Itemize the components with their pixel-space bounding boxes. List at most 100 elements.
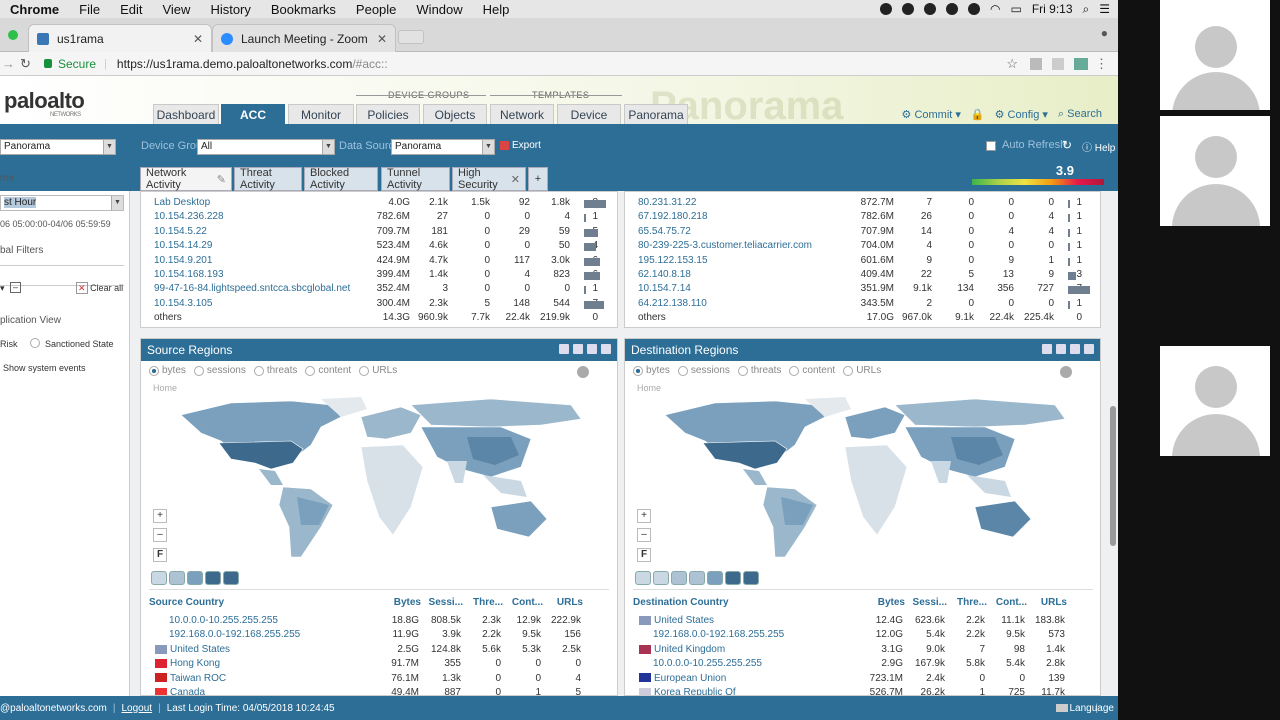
row-name[interactable]: 67.192.180.218 bbox=[638, 211, 708, 223]
source-world-map[interactable] bbox=[171, 397, 591, 567]
row-name[interactable]: 80-239-225-3.customer.teliacarrier.com bbox=[638, 240, 812, 252]
globe-icon[interactable] bbox=[1060, 366, 1072, 378]
row-name[interactable]: 10.154.7.14 bbox=[638, 283, 691, 295]
lock-icon[interactable]: 🔒 bbox=[970, 109, 985, 121]
menu-people[interactable]: People bbox=[355, 1, 397, 17]
country-row-name[interactable]: European Union bbox=[639, 673, 726, 684]
row-name[interactable]: 99-47-16-84.lightspeed.sntcca.sbcglobal.… bbox=[154, 283, 351, 295]
tab-acc[interactable]: ACC bbox=[221, 104, 285, 124]
table-row[interactable]: others 14.3G 960.9k 7.7k 22.4k 219.9k 0 bbox=[154, 312, 614, 326]
radio-urls[interactable]: URLs bbox=[843, 365, 881, 376]
row-name[interactable]: 80.231.31.22 bbox=[638, 197, 697, 208]
edit-icon[interactable]: ✎ bbox=[216, 173, 226, 186]
radio-bytes[interactable]: bytes bbox=[633, 365, 670, 376]
device-group-select[interactable]: All ▼ bbox=[197, 139, 335, 155]
row-name[interactable]: 10.154.9.201 bbox=[154, 254, 213, 266]
country-row-name[interactable]: Taiwan ROC bbox=[155, 673, 226, 684]
auto-refresh-checkbox[interactable] bbox=[986, 141, 996, 151]
url-field[interactable]: https://us1rama.demo.paloaltonetworks.co… bbox=[117, 57, 388, 71]
menu-file[interactable]: File bbox=[79, 1, 101, 17]
column-header-country[interactable]: Source Country bbox=[149, 597, 225, 608]
radio-content[interactable]: content bbox=[789, 365, 835, 376]
fit-button[interactable]: F bbox=[153, 548, 167, 562]
radio-sessions[interactable]: sessions bbox=[677, 365, 730, 376]
shield-icon[interactable] bbox=[945, 3, 958, 15]
row-name[interactable]: 62.140.8.18 bbox=[638, 269, 691, 280]
map-home-breadcrumb[interactable]: Home bbox=[637, 383, 662, 393]
sanctioned-radio[interactable] bbox=[30, 338, 40, 348]
column-header-t[interactable]: Thre... bbox=[472, 597, 503, 608]
list-icon[interactable] bbox=[587, 344, 597, 354]
jump-icon[interactable] bbox=[1042, 344, 1052, 354]
caret-down-icon[interactable]: ▾ bbox=[0, 283, 5, 293]
tab-dashboard[interactable]: Dashboard bbox=[153, 104, 219, 124]
close-icon[interactable]: ✕ bbox=[376, 31, 387, 46]
export-button[interactable]: Export bbox=[500, 140, 541, 151]
back-icon[interactable]: → bbox=[2, 56, 15, 71]
show-system-events-checkbox[interactable]: Show system events bbox=[3, 363, 86, 373]
table-row[interactable]: 65.54.75.72 707.9M 14 0 4 4 1 bbox=[638, 226, 1098, 240]
minus-icon[interactable]: – bbox=[10, 282, 21, 293]
tasks-icon[interactable] bbox=[1056, 704, 1068, 712]
radio-sessions[interactable]: sessions bbox=[193, 365, 246, 376]
tab-objects[interactable]: Objects bbox=[423, 104, 487, 124]
column-header-t[interactable]: Thre... bbox=[956, 597, 987, 608]
row-name[interactable]: 10.154.3.105 bbox=[154, 297, 213, 309]
country-row-name[interactable]: United States bbox=[639, 615, 714, 626]
context-select[interactable]: Panorama ▼ bbox=[0, 139, 116, 155]
tab-network-activity[interactable]: Network Activity ✎ bbox=[140, 167, 232, 191]
column-header-u[interactable]: URLs bbox=[556, 597, 583, 608]
logout-link[interactable]: Logout bbox=[121, 702, 153, 714]
radio-threats[interactable]: threats bbox=[737, 365, 781, 376]
destination-world-map[interactable] bbox=[655, 397, 1075, 567]
close-icon[interactable]: ✕ bbox=[192, 31, 203, 46]
column-header-c[interactable]: Cont... bbox=[995, 597, 1027, 608]
column-header-u[interactable]: URLs bbox=[1040, 597, 1067, 608]
zoom-out-button[interactable]: – bbox=[637, 528, 651, 542]
tab-blocked-activity[interactable]: Blocked Activity bbox=[304, 167, 378, 191]
search-icon[interactable]: ⌕ bbox=[1082, 1, 1090, 16]
table-row[interactable]: 64.212.138.110 343.5M 2 0 0 0 1 bbox=[638, 298, 1098, 312]
tab-network[interactable]: Network bbox=[490, 104, 554, 124]
expand-icon[interactable] bbox=[601, 344, 611, 354]
row-name[interactable]: others bbox=[154, 312, 182, 324]
participant-tile[interactable] bbox=[1160, 116, 1270, 226]
row-name[interactable]: 10.154.236.228 bbox=[154, 211, 224, 223]
column-header-s[interactable]: Sessi... bbox=[912, 597, 947, 608]
config-button[interactable]: ⚙ Config ▾ bbox=[994, 109, 1048, 121]
row-name[interactable]: 10.154.14.29 bbox=[154, 240, 213, 252]
time-select[interactable]: st Hour ▼ bbox=[0, 195, 124, 211]
language-link[interactable]: Language bbox=[1069, 702, 1115, 714]
data-source-select[interactable]: Panorama ▼ bbox=[391, 139, 495, 155]
add-tab-button[interactable]: + bbox=[528, 167, 548, 191]
row-name[interactable]: 10.154.168.193 bbox=[154, 269, 224, 280]
help-button[interactable]: ⓘ Help bbox=[1082, 143, 1116, 154]
commit-button[interactable]: ⚙ Commit ▾ bbox=[901, 109, 961, 121]
map-home-breadcrumb[interactable]: Home bbox=[153, 383, 178, 393]
country-row-name[interactable]: 10.0.0.0-10.255.255.255 bbox=[653, 658, 762, 669]
bookmark-star-icon[interactable]: ☆ bbox=[1006, 55, 1018, 71]
tab-device[interactable]: Device bbox=[557, 104, 621, 124]
status-icon[interactable] bbox=[967, 3, 980, 15]
menu-history[interactable]: History bbox=[210, 1, 251, 17]
zoom-in-button[interactable]: + bbox=[637, 509, 651, 523]
country-row-name[interactable]: United Kingdom bbox=[639, 644, 725, 655]
column-header-c[interactable]: Cont... bbox=[511, 597, 543, 608]
menu-dots-icon[interactable]: ⋮ bbox=[1095, 55, 1108, 71]
column-header-country[interactable]: Destination Country bbox=[633, 597, 729, 608]
table-row[interactable]: 99-47-16-84.lightspeed.sntcca.sbcglobal.… bbox=[154, 283, 614, 297]
extension-icon[interactable] bbox=[1074, 57, 1088, 70]
menu-help[interactable]: Help bbox=[482, 1, 510, 17]
extension-icon[interactable] bbox=[1030, 57, 1042, 70]
row-name[interactable]: 195.122.153.15 bbox=[638, 254, 708, 266]
radio-bytes[interactable]: bytes bbox=[149, 365, 186, 376]
menu-bookmarks[interactable]: Bookmarks bbox=[270, 1, 336, 17]
country-row-name[interactable]: United States bbox=[155, 644, 230, 655]
tab-high-security[interactable]: High Security ✕ bbox=[452, 167, 526, 191]
browser-tab-zoom[interactable]: Launch Meeting - Zoom ✕ bbox=[212, 24, 396, 52]
table-row[interactable]: others 17.0G 967.0k 9.1k 22.4k 225.4k 0 bbox=[638, 312, 1098, 326]
